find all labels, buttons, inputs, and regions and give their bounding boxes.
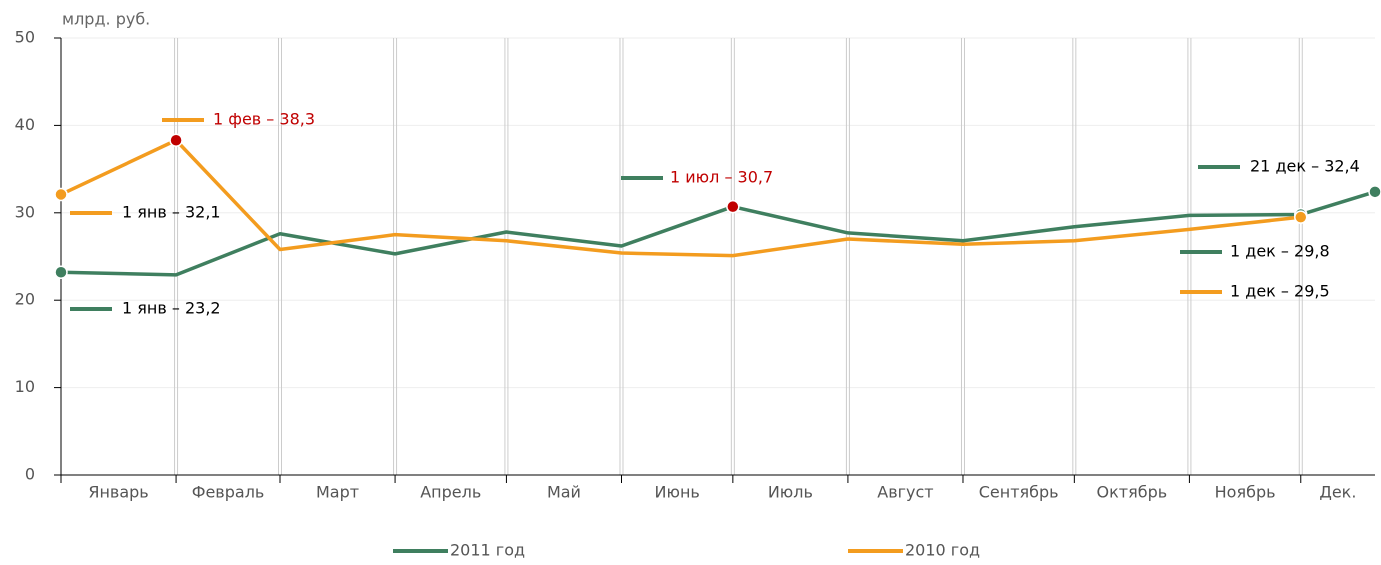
x-tick-label: Февраль: [192, 483, 265, 502]
annotation: 1 янв – 32,1: [122, 203, 221, 222]
x-tick-label: Январь: [88, 483, 148, 502]
y-tick-label: 10: [15, 377, 35, 396]
annotation: 21 дек – 32,4: [1250, 157, 1360, 176]
x-tick-label: Ноябрь: [1215, 483, 1276, 502]
point-marker: [1294, 210, 1308, 224]
y-tick-label: 0: [25, 465, 35, 484]
x-tick-label: Октябрь: [1097, 483, 1168, 502]
point-marker: [726, 199, 740, 214]
x-tick-label: Сентябрь: [979, 483, 1059, 502]
point-marker: [1368, 185, 1381, 199]
y-tick-label: 50: [15, 28, 35, 47]
legend-label: 2010 год: [905, 541, 980, 560]
x-tick-label: Март: [316, 483, 359, 502]
point-marker: [54, 265, 68, 279]
annotation: 1 фев – 38,3: [213, 110, 315, 129]
x-tick-label: Июнь: [655, 483, 700, 502]
legend-label: 2011 год: [450, 541, 525, 560]
annotation: 1 июл – 30,7: [670, 168, 773, 187]
x-tick-label: Апрель: [420, 483, 481, 502]
x-tick-label: Май: [547, 483, 581, 502]
annotation: 1 дек – 29,5: [1230, 282, 1330, 301]
y-tick-label: 40: [15, 115, 35, 134]
y-tick-label: 20: [15, 290, 35, 309]
x-tick-label: Август: [877, 483, 933, 502]
y-tick-label: 30: [15, 202, 35, 221]
x-tick-label: Дек.: [1319, 483, 1356, 502]
series-line: [60, 138, 1301, 258]
x-tick-label: Июль: [768, 483, 813, 502]
annotation: 1 дек – 29,8: [1230, 242, 1330, 261]
y-axis-label: млрд. руб.: [62, 10, 150, 29]
series-line: [60, 190, 1376, 277]
point-marker: [54, 187, 68, 202]
annotation: 1 янв – 23,2: [122, 299, 221, 318]
point-marker: [169, 133, 183, 148]
